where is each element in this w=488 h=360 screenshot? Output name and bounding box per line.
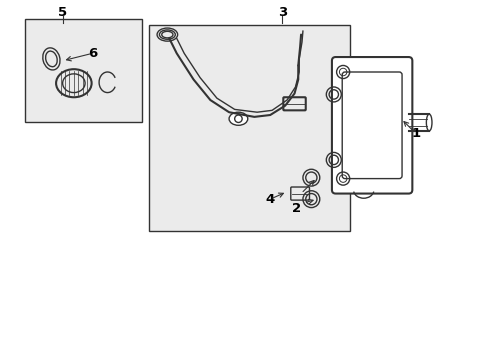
- Ellipse shape: [228, 112, 247, 125]
- FancyBboxPatch shape: [331, 57, 411, 194]
- Ellipse shape: [426, 114, 431, 131]
- Text: 1: 1: [411, 127, 420, 140]
- Text: 4: 4: [265, 193, 274, 206]
- Text: 2: 2: [291, 202, 300, 215]
- Text: 5: 5: [58, 6, 67, 19]
- Text: 3: 3: [277, 6, 286, 19]
- Bar: [148, 25, 349, 231]
- Text: 6: 6: [88, 47, 97, 60]
- Bar: [25, 19, 142, 122]
